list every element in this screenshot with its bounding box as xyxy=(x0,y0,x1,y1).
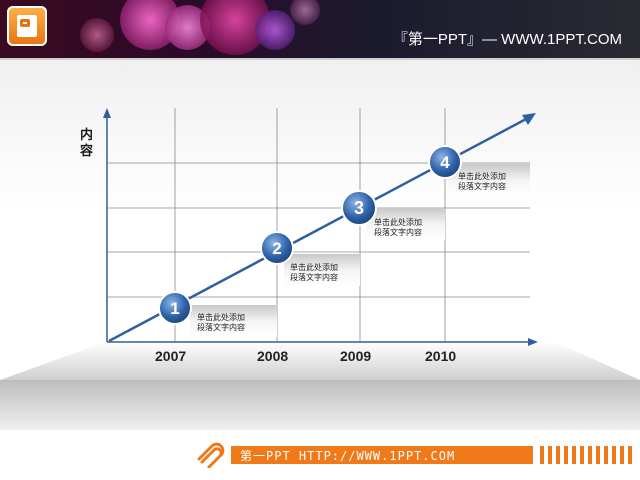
y-axis-arrow-icon xyxy=(103,108,111,118)
trend-arrow-head-icon xyxy=(522,113,536,125)
year-label: 2007 xyxy=(155,348,187,364)
footer-link-text[interactable]: 第一PPT HTTP://WWW.1PPT.COM xyxy=(240,449,456,463)
year-label: 2009 xyxy=(340,348,372,364)
year-label: 2010 xyxy=(425,348,457,364)
note-box xyxy=(190,305,277,337)
note-line: 段落文字内容 xyxy=(197,323,245,332)
year-label: 2008 xyxy=(257,348,289,364)
header-divider xyxy=(0,58,640,60)
timeline-diagram: 1 2 3 4 xyxy=(0,60,640,430)
step-marker xyxy=(260,231,294,265)
step-number-1: 1 xyxy=(170,299,179,318)
note-text-4: 单击此处添加 段落文字内容 xyxy=(458,172,506,192)
note-line: 单击此处添加 xyxy=(290,263,338,272)
footer-stripes xyxy=(540,446,632,464)
paperclip-icon xyxy=(197,442,225,468)
note-box xyxy=(448,164,530,196)
note-box xyxy=(366,208,445,240)
note-line: 段落文字内容 xyxy=(374,228,422,237)
step-number-3: 3 xyxy=(354,198,364,218)
note-text-2: 单击此处添加 段落文字内容 xyxy=(290,263,338,283)
step-marker xyxy=(158,291,192,325)
powerpoint-logo-icon xyxy=(7,6,47,46)
bokeh-light xyxy=(255,10,295,50)
note-line: 单击此处添加 xyxy=(197,313,245,322)
note-line: 段落文字内容 xyxy=(458,182,506,191)
y-axis-label: 内容 xyxy=(80,128,94,159)
note-box xyxy=(284,254,360,286)
step-number-4: 4 xyxy=(440,153,450,172)
footer-label-box xyxy=(231,446,533,464)
header-banner: 『第一PPT』— WWW.1PPT.COM xyxy=(0,0,640,58)
note-text-3: 单击此处添加 段落文字内容 xyxy=(374,218,422,238)
step-marker xyxy=(341,190,377,226)
bokeh-light xyxy=(80,18,114,52)
note-line: 单击此处添加 xyxy=(458,172,506,181)
step-marker xyxy=(428,145,462,179)
note-line: 单击此处添加 xyxy=(374,218,422,227)
note-text-1: 单击此处添加 段落文字内容 xyxy=(197,313,245,333)
bokeh-light xyxy=(290,0,320,25)
note-line: 段落文字内容 xyxy=(290,273,338,282)
x-axis-arrow-icon xyxy=(528,338,538,346)
step-number-2: 2 xyxy=(272,239,281,258)
header-title: 『第一PPT』— WWW.1PPT.COM xyxy=(392,31,622,48)
